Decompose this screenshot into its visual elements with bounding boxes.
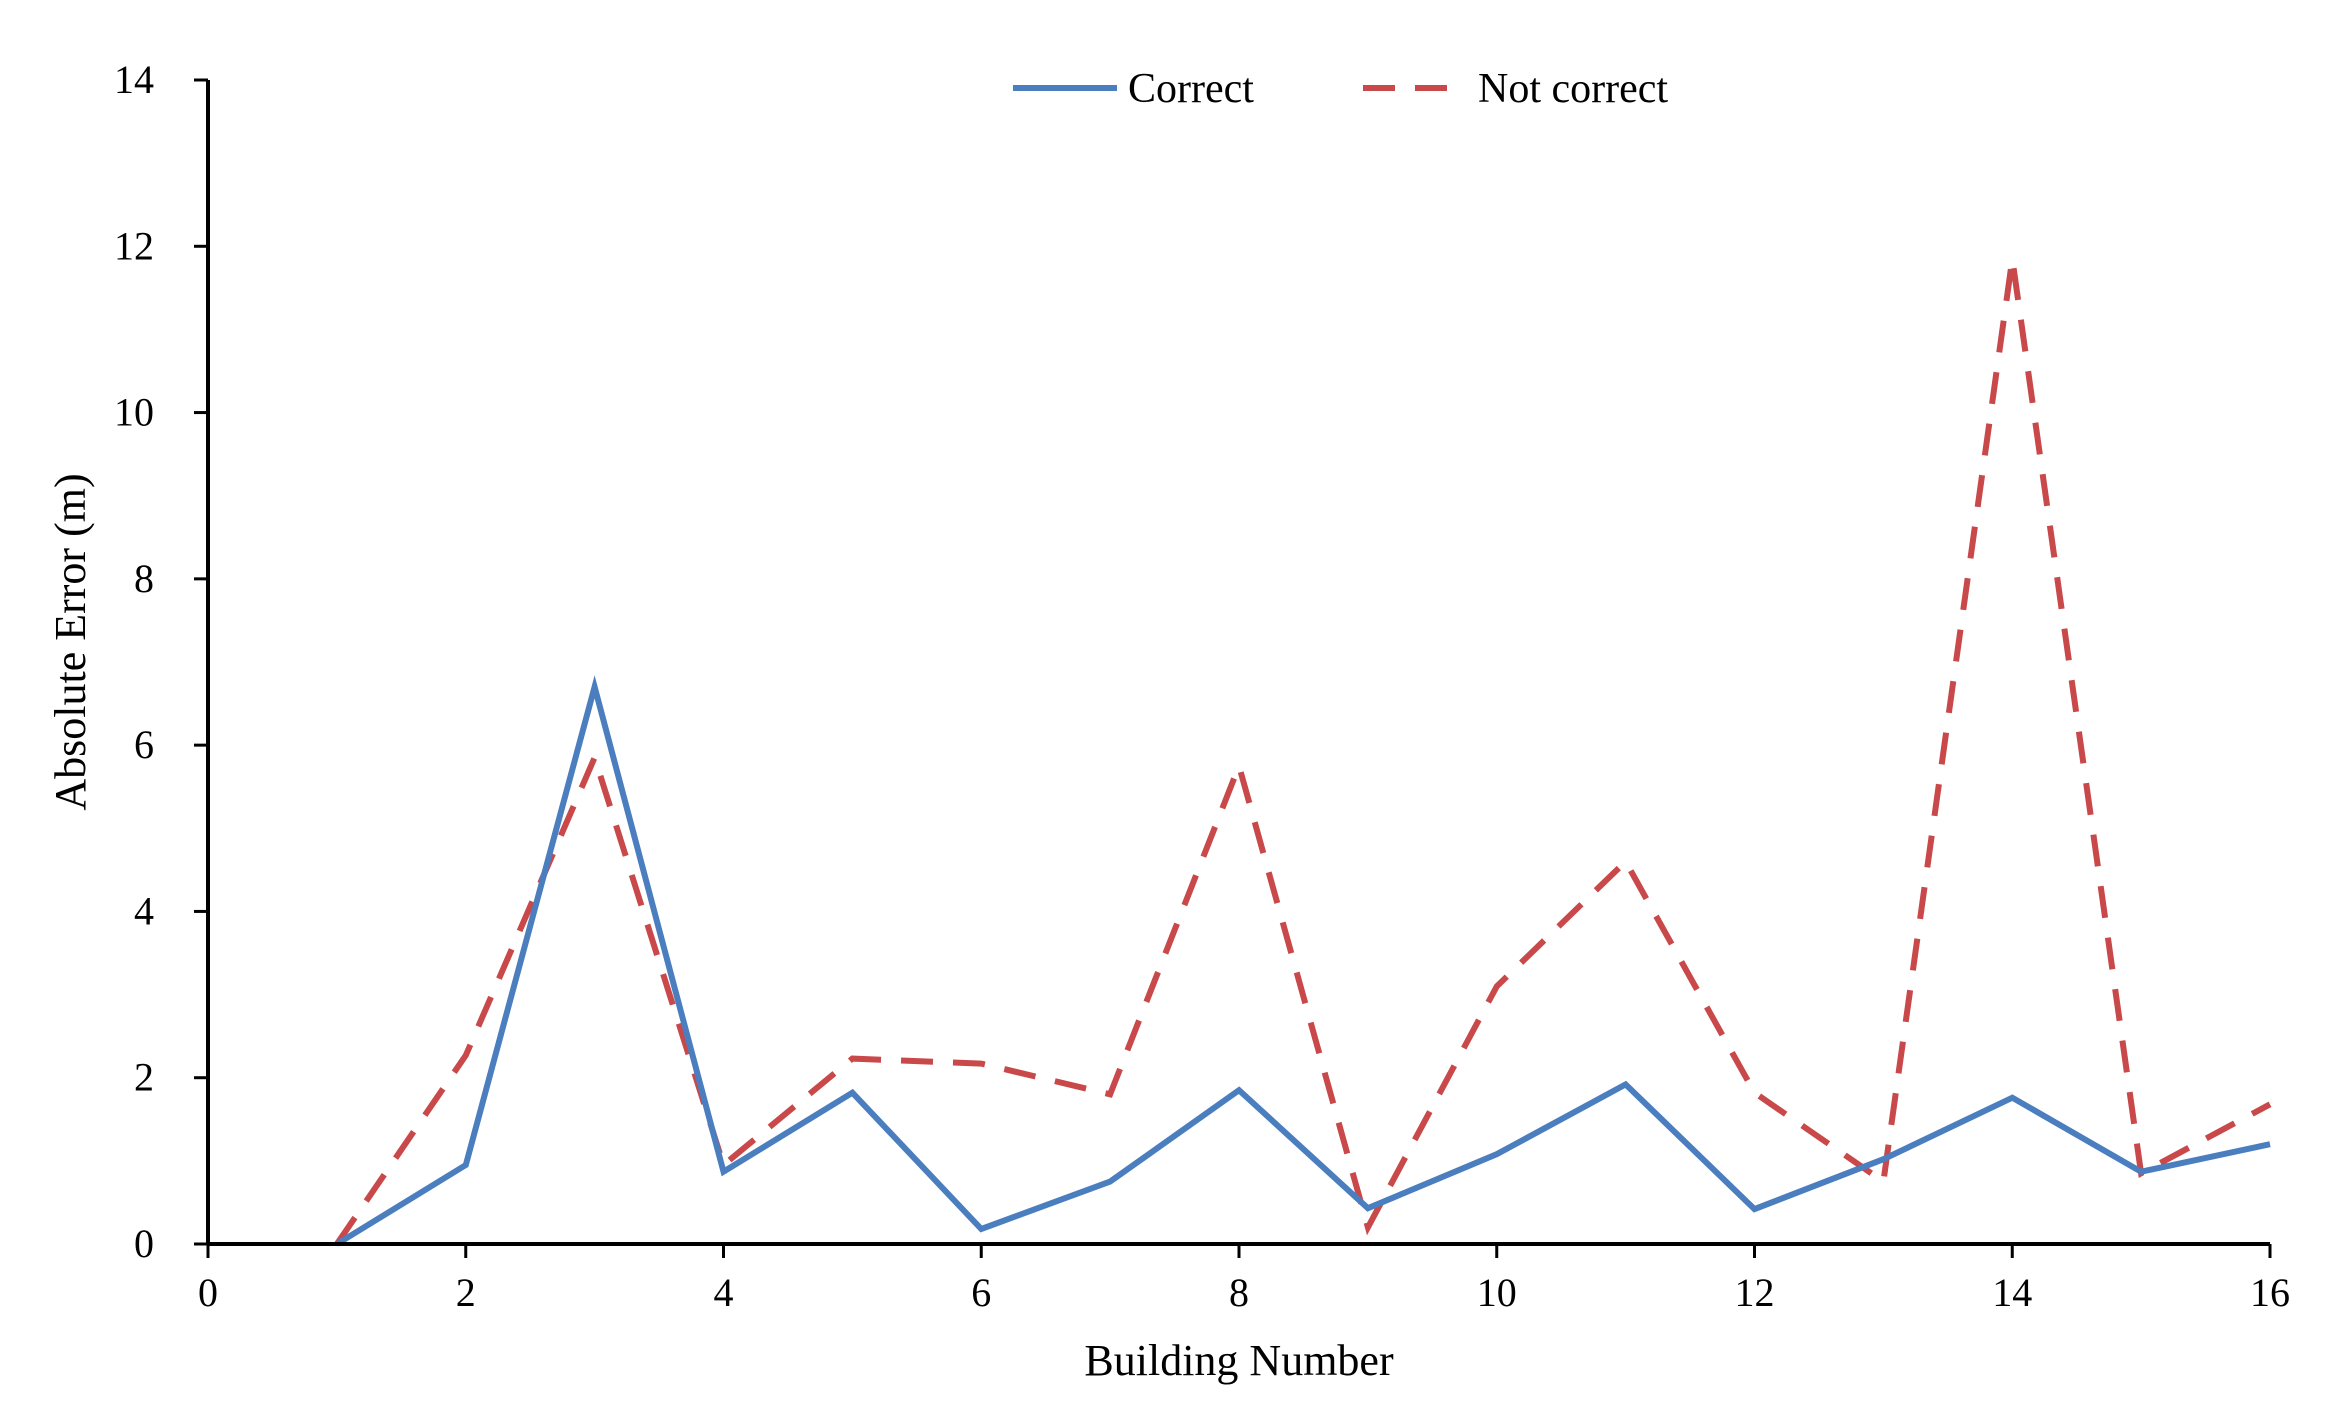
x-axis-title: Building Number <box>1084 1336 1394 1385</box>
y-tick-label: 14 <box>114 57 154 102</box>
y-tick-label: 0 <box>134 1221 154 1266</box>
y-tick-labels: 0 2 4 6 8 10 12 14 <box>114 57 154 1266</box>
x-tick-label: 4 <box>714 1270 734 1315</box>
y-tick-label: 2 <box>134 1055 154 1100</box>
x-tick-label: 0 <box>198 1270 218 1315</box>
series-line-correct <box>335 675 2271 1247</box>
legend: Correct Not correct <box>1013 66 1668 112</box>
x-tick-label: 6 <box>971 1270 991 1315</box>
legend-label-correct: Correct <box>1128 66 1254 112</box>
y-tick-label: 12 <box>114 223 154 268</box>
y-axis-title: Absolute Error (m) <box>46 473 95 810</box>
axes <box>194 78 2272 1258</box>
legend-label-not-correct: Not correct <box>1478 66 1668 112</box>
x-tick-label: 12 <box>1735 1270 1775 1315</box>
x-tick-labels: 0 2 4 6 8 10 12 14 16 <box>198 1270 2290 1315</box>
y-tick-label: 10 <box>114 390 154 435</box>
x-tick-label: 8 <box>1229 1270 1249 1315</box>
x-tick-label: 14 <box>1992 1270 2032 1315</box>
x-tick-label: 10 <box>1477 1270 1517 1315</box>
x-tick-label: 2 <box>456 1270 476 1315</box>
plot-lines <box>334 258 2272 1247</box>
y-tick-label: 6 <box>134 722 154 767</box>
y-tick-label: 8 <box>134 556 154 601</box>
x-tick-label: 16 <box>2250 1270 2290 1315</box>
y-tick-label: 4 <box>134 888 154 933</box>
series-line-not-correct <box>334 258 2272 1246</box>
